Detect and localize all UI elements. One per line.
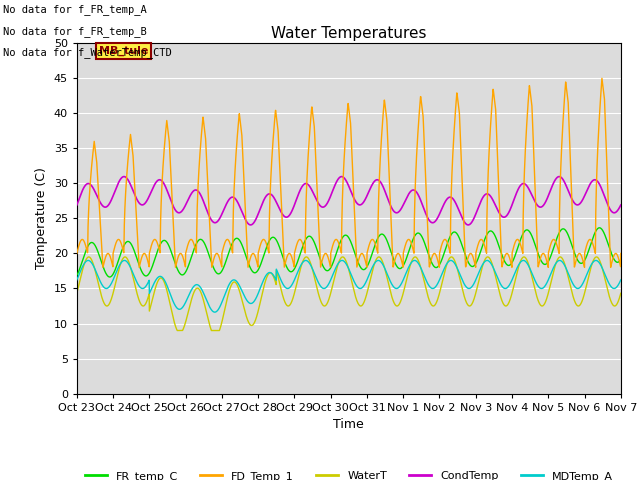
Y-axis label: Temperature (C): Temperature (C) [35, 168, 48, 269]
Legend: FR_temp_C, FD_Temp_1, WaterT, CondTemp, MDTemp_A: FR_temp_C, FD_Temp_1, WaterT, CondTemp, … [80, 467, 618, 480]
Title: Water Temperatures: Water Temperatures [271, 25, 426, 41]
Text: No data for f_FR_temp_A: No data for f_FR_temp_A [3, 4, 147, 15]
Text: MB_tule: MB_tule [99, 46, 148, 56]
X-axis label: Time: Time [333, 418, 364, 431]
Text: No data for f_WaterTemp_CTD: No data for f_WaterTemp_CTD [3, 47, 172, 58]
Text: No data for f_FR_temp_B: No data for f_FR_temp_B [3, 25, 147, 36]
